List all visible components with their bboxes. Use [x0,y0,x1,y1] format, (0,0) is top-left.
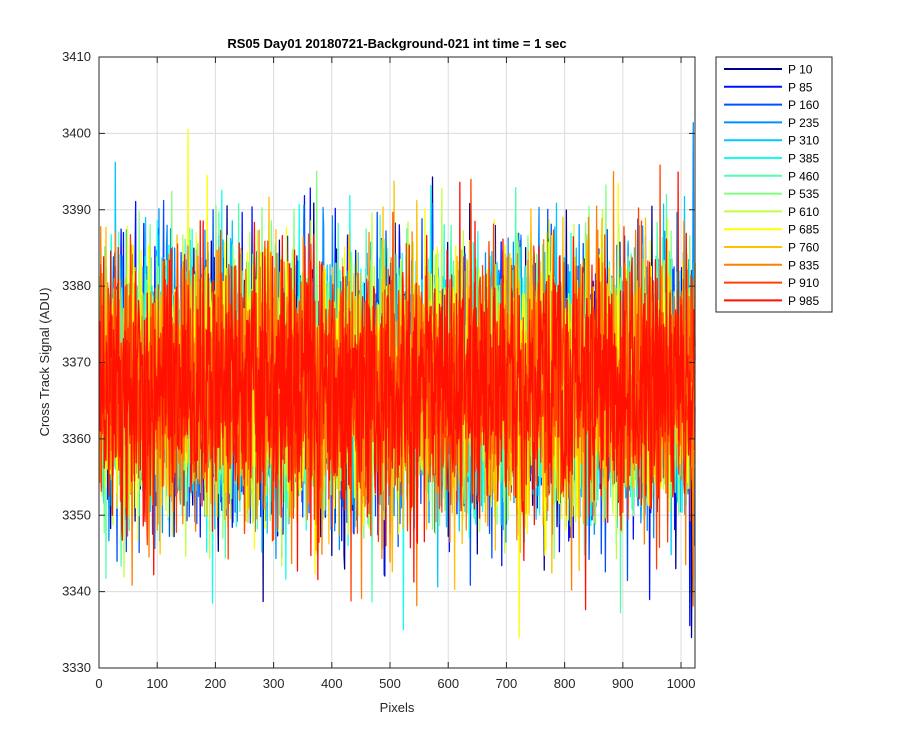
y-tick-label: 3350 [62,507,91,522]
x-tick-label: 900 [612,676,634,691]
x-tick-label: 500 [379,676,401,691]
axis-ticks: 0 100 200 300 400 500 600 700 800 900 1000 3330 3340… [62,49,695,691]
legend-label: P 160 [788,98,819,112]
legend-label: P 985 [788,294,819,308]
series-line [98,171,696,611]
x-axis-label: Pixels [380,700,415,715]
legend-box [715,56,833,313]
x-tick-label: 700 [496,676,518,691]
legend-label: P 535 [788,187,819,201]
y-tick-label: 3390 [62,202,91,217]
legend-label: P 460 [788,169,819,183]
y-tick-label: 3340 [62,584,91,599]
x-tick-label: 0 [95,676,102,691]
legend: P 10 P 85 P 160 P 235 P 310 P 385 P 460 P 535 P … [715,56,833,313]
x-tick-label: 400 [321,676,343,691]
x-tick-label: 1000 [667,676,696,691]
x-tick-label: 100 [146,676,168,691]
legend-label: P 910 [788,276,819,290]
x-tick-label: 800 [554,676,576,691]
legend-label: P 85 [788,80,813,94]
legend-label: P 760 [788,241,819,255]
legend-label: P 610 [788,205,819,219]
y-tick-label: 3410 [62,49,91,64]
y-tick-label: 3370 [62,355,91,370]
x-tick-label: 300 [263,676,285,691]
y-tick-label: 3330 [62,660,91,675]
legend-label: P 235 [788,116,819,130]
y-tick-label: 3360 [62,431,91,446]
legend-label: P 685 [788,223,819,237]
legend-label: P 310 [788,134,819,148]
legend-label: P 10 [788,63,813,77]
y-tick-label: 3400 [62,125,91,140]
legend-label: P 385 [788,152,819,166]
legend-label: P 835 [788,258,819,272]
series-lines [98,122,696,639]
x-tick-label: 200 [205,676,227,691]
y-axis-label: Cross Track Signal (ADU) [37,288,52,437]
chart-title: RS05 Day01 20180721-Background-021 int t… [227,36,566,51]
x-tick-label: 600 [437,676,459,691]
y-tick-label: 3380 [62,278,91,293]
